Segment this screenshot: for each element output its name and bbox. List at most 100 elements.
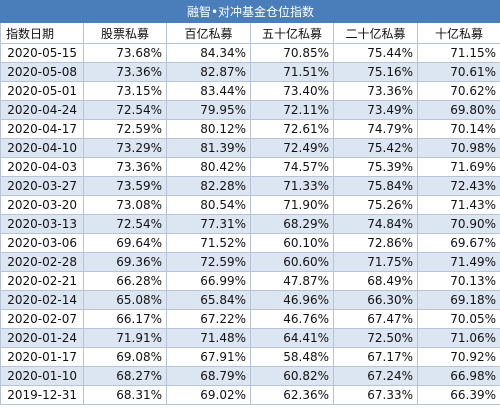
stock-private-fund-cell: 69.64% bbox=[83, 233, 167, 253]
2b-private-fund-cell: 66.30% bbox=[333, 290, 418, 310]
2b-private-fund-cell: 75.44% bbox=[333, 43, 418, 63]
date-cell: 2020-05-15 bbox=[0, 43, 84, 63]
2b-private-fund-cell: 71.75% bbox=[333, 252, 418, 272]
5b-private-fund-cell: 72.61% bbox=[250, 119, 334, 139]
10b-private-fund-cell: 66.99% bbox=[166, 271, 251, 291]
1b-private-fund-cell: 71.15% bbox=[417, 43, 500, 63]
date-cell: 2020-02-14 bbox=[0, 290, 84, 310]
10b-private-fund-cell: 80.54% bbox=[166, 195, 251, 215]
stock-private-fund-cell: 73.15% bbox=[83, 81, 167, 101]
10b-private-fund-cell: 82.87% bbox=[166, 62, 251, 82]
stock-private-fund-cell: 73.36% bbox=[83, 157, 167, 177]
stock-private-fund-cell: 66.28% bbox=[83, 271, 167, 291]
1b-private-fund-cell: 72.43% bbox=[417, 176, 500, 196]
1b-private-fund-cell: 70.05% bbox=[417, 309, 500, 329]
1b-private-fund-cell: 70.92% bbox=[417, 347, 500, 367]
stock-private-fund-cell: 73.08% bbox=[83, 195, 167, 215]
2b-private-fund-cell: 73.36% bbox=[333, 81, 418, 101]
column-header-stock-private-fund: 股票私募 bbox=[83, 22, 167, 44]
1b-private-fund-cell: 71.06% bbox=[417, 328, 500, 348]
stock-private-fund-cell: 72.54% bbox=[83, 100, 167, 120]
table-title: 融智•对冲基金仓位指数 bbox=[0, 0, 500, 23]
2b-private-fund-cell: 75.42% bbox=[333, 138, 418, 158]
table-body: 2020-05-15 73.68% 84.34% 70.85% 75.44% 71.15%… bbox=[0, 43, 500, 405]
stock-private-fund-cell: 72.59% bbox=[83, 119, 167, 139]
2b-private-fund-cell: 72.86% bbox=[333, 233, 418, 253]
2b-private-fund-cell: 75.84% bbox=[333, 176, 418, 196]
table-row: 2019-12-31 68.31% 69.02% 62.36% 67.33% 66.39% bbox=[0, 385, 500, 405]
date-cell: 2020-02-07 bbox=[0, 309, 84, 329]
table-row: 2020-01-24 71.91% 71.48% 64.41% 72.50% 71.06% bbox=[0, 328, 500, 348]
1b-private-fund-cell: 70.61% bbox=[417, 62, 500, 82]
stock-private-fund-cell: 73.68% bbox=[83, 43, 167, 63]
date-cell: 2020-02-28 bbox=[0, 252, 84, 272]
date-cell: 2020-04-24 bbox=[0, 100, 84, 120]
table-row: 2020-01-17 69.08% 67.91% 58.48% 67.17% 70.92% bbox=[0, 347, 500, 367]
5b-private-fund-cell: 72.49% bbox=[250, 138, 334, 158]
2b-private-fund-cell: 75.39% bbox=[333, 157, 418, 177]
2b-private-fund-cell: 67.24% bbox=[333, 366, 418, 386]
date-cell: 2020-01-10 bbox=[0, 366, 84, 386]
table-row: 2020-04-17 72.59% 80.12% 72.61% 74.79% 70.14% bbox=[0, 119, 500, 139]
stock-private-fund-cell: 66.17% bbox=[83, 309, 167, 329]
5b-private-fund-cell: 46.76% bbox=[250, 309, 334, 329]
stock-private-fund-cell: 68.31% bbox=[83, 385, 167, 405]
column-header-1b-private-fund: 十亿私募 bbox=[417, 22, 500, 44]
stock-private-fund-cell: 72.54% bbox=[83, 214, 167, 234]
5b-private-fund-cell: 62.36% bbox=[250, 385, 334, 405]
table-row: 2020-04-03 73.36% 80.42% 74.57% 75.39% 71.69% bbox=[0, 157, 500, 177]
2b-private-fund-cell: 74.84% bbox=[333, 214, 418, 234]
10b-private-fund-cell: 71.48% bbox=[166, 328, 251, 348]
date-cell: 2020-01-17 bbox=[0, 347, 84, 367]
table-row: 2020-04-24 72.54% 79.95% 72.11% 73.49% 69.80% bbox=[0, 100, 500, 120]
2b-private-fund-cell: 67.17% bbox=[333, 347, 418, 367]
5b-private-fund-cell: 70.85% bbox=[250, 43, 334, 63]
table-row: 2020-05-15 73.68% 84.34% 70.85% 75.44% 71.15% bbox=[0, 43, 500, 63]
10b-private-fund-cell: 80.42% bbox=[166, 157, 251, 177]
date-cell: 2020-03-06 bbox=[0, 233, 84, 253]
5b-private-fund-cell: 60.10% bbox=[250, 233, 334, 253]
1b-private-fund-cell: 66.98% bbox=[417, 366, 500, 386]
5b-private-fund-cell: 73.40% bbox=[250, 81, 334, 101]
column-header-10b-private-fund: 百亿私募 bbox=[166, 22, 251, 44]
table-row: 2020-03-06 69.64% 71.52% 60.10% 72.86% 69.67% bbox=[0, 233, 500, 253]
10b-private-fund-cell: 79.95% bbox=[166, 100, 251, 120]
1b-private-fund-cell: 69.67% bbox=[417, 233, 500, 253]
5b-private-fund-cell: 71.51% bbox=[250, 62, 334, 82]
table-row: 2020-05-01 73.15% 83.44% 73.40% 73.36% 70.62% bbox=[0, 81, 500, 101]
stock-private-fund-cell: 71.91% bbox=[83, 328, 167, 348]
5b-private-fund-cell: 68.29% bbox=[250, 214, 334, 234]
table-header-row: 指数日期 股票私募 百亿私募 五十亿私募 二十亿私募 十亿私募 bbox=[0, 22, 500, 44]
column-header-5b-private-fund: 五十亿私募 bbox=[250, 22, 334, 44]
1b-private-fund-cell: 71.69% bbox=[417, 157, 500, 177]
date-cell: 2019-12-31 bbox=[0, 385, 84, 405]
table-row: 2020-04-10 73.29% 81.39% 72.49% 75.42% 70.98% bbox=[0, 138, 500, 158]
2b-private-fund-cell: 67.47% bbox=[333, 309, 418, 329]
10b-private-fund-cell: 71.52% bbox=[166, 233, 251, 253]
5b-private-fund-cell: 71.90% bbox=[250, 195, 334, 215]
stock-private-fund-cell: 69.36% bbox=[83, 252, 167, 272]
date-cell: 2020-01-24 bbox=[0, 328, 84, 348]
10b-private-fund-cell: 80.12% bbox=[166, 119, 251, 139]
table-row: 2020-05-08 73.36% 82.87% 71.51% 75.16% 70.61% bbox=[0, 62, 500, 82]
table-row: 2020-02-14 65.08% 65.84% 46.96% 66.30% 69.18% bbox=[0, 290, 500, 310]
table-row: 2020-02-07 66.17% 67.22% 46.76% 67.47% 70.05% bbox=[0, 309, 500, 329]
stock-private-fund-cell: 68.27% bbox=[83, 366, 167, 386]
table-row: 2020-03-13 72.54% 77.31% 68.29% 74.84% 70.90% bbox=[0, 214, 500, 234]
table-row: 2020-03-20 73.08% 80.54% 71.90% 75.26% 71.43% bbox=[0, 195, 500, 215]
table-row: 2020-01-10 68.27% 68.79% 60.82% 67.24% 66.98% bbox=[0, 366, 500, 386]
5b-private-fund-cell: 60.82% bbox=[250, 366, 334, 386]
10b-private-fund-cell: 83.44% bbox=[166, 81, 251, 101]
1b-private-fund-cell: 70.90% bbox=[417, 214, 500, 234]
date-cell: 2020-04-10 bbox=[0, 138, 84, 158]
10b-private-fund-cell: 68.79% bbox=[166, 366, 251, 386]
2b-private-fund-cell: 72.50% bbox=[333, 328, 418, 348]
column-header-date: 指数日期 bbox=[0, 22, 84, 44]
1b-private-fund-cell: 70.62% bbox=[417, 81, 500, 101]
date-cell: 2020-03-13 bbox=[0, 214, 84, 234]
1b-private-fund-cell: 71.49% bbox=[417, 252, 500, 272]
1b-private-fund-cell: 69.80% bbox=[417, 100, 500, 120]
date-cell: 2020-03-27 bbox=[0, 176, 84, 196]
